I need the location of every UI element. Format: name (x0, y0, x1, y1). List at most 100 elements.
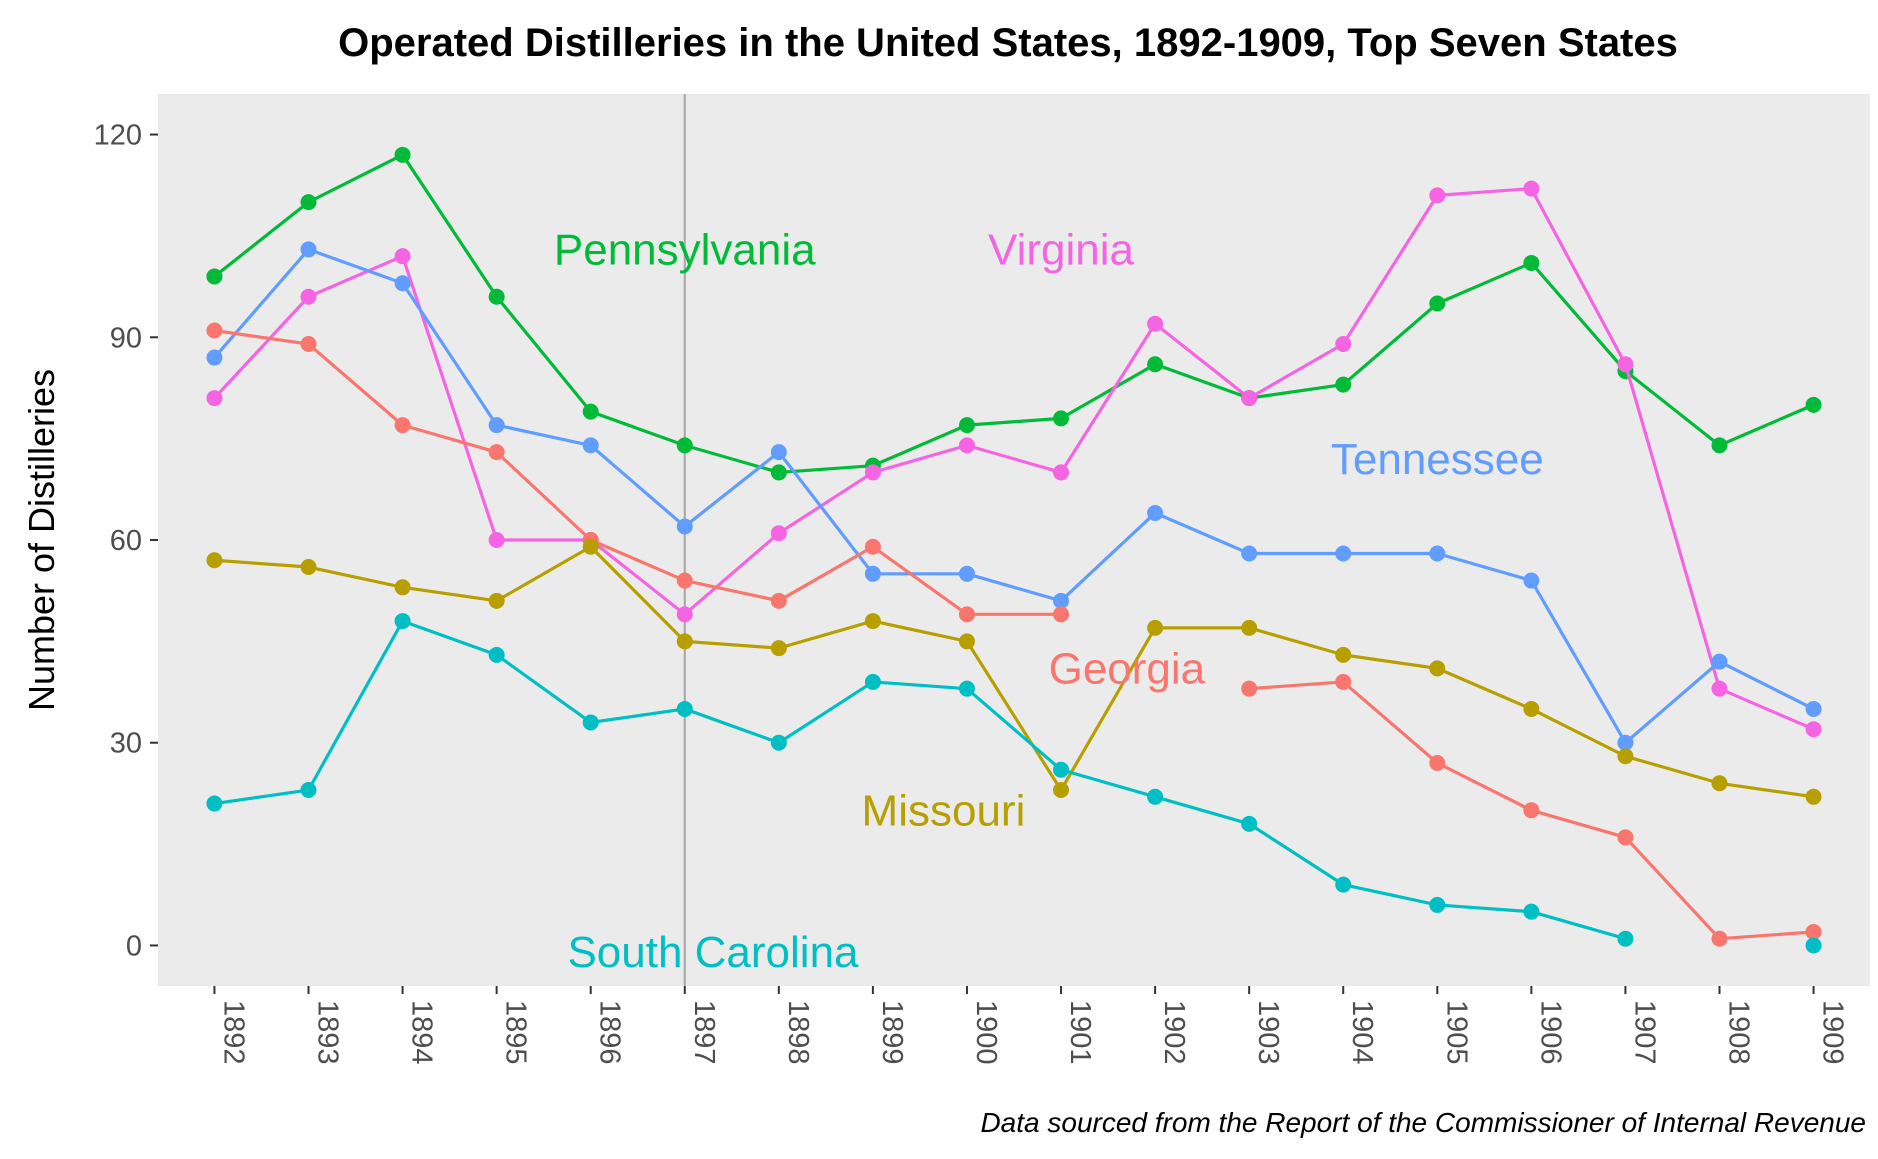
data-point (300, 288, 317, 305)
x-tick-label: 1894 (406, 1000, 438, 1065)
data-point (1711, 930, 1728, 947)
data-point (676, 572, 693, 589)
data-point (676, 606, 693, 623)
data-point (676, 437, 693, 454)
data-point (488, 444, 505, 461)
series-line (213, 153, 1815, 475)
data-point (1711, 437, 1728, 454)
series-line (213, 247, 1815, 745)
data-point (300, 336, 317, 353)
data-point (1053, 464, 1070, 481)
data-point (1147, 619, 1164, 636)
series-label: Missouri (862, 786, 1026, 835)
data-point (206, 552, 223, 569)
series-group (206, 322, 1822, 947)
data-point (300, 559, 317, 576)
x-tick-label: 1908 (1722, 1000, 1754, 1065)
data-point (1805, 923, 1822, 940)
data-point (958, 606, 975, 623)
data-point (206, 268, 223, 285)
series-line (214, 328, 1062, 616)
data-point (582, 538, 599, 555)
data-point (770, 444, 787, 461)
data-point (958, 565, 975, 582)
x-axis: 1892 1893 1894 1895 1896 1897 1898 1899 1900 1901… (213, 986, 1849, 1065)
data-point (1429, 755, 1446, 771)
x-tick-label: 1904 (1346, 1000, 1378, 1065)
data-point (1429, 187, 1446, 204)
data-point (1805, 788, 1822, 805)
series-line (213, 187, 1815, 731)
data-point (1711, 653, 1728, 670)
data-point (300, 194, 317, 211)
data-point (1523, 903, 1540, 920)
data-point (582, 403, 599, 420)
data-point (1429, 295, 1446, 312)
data-point (394, 275, 411, 292)
series-label: Virginia (988, 225, 1134, 274)
y-tick-label: 0 (126, 930, 142, 962)
data-point (1429, 660, 1446, 677)
data-point (770, 734, 787, 751)
series-label: Tennessee (1331, 435, 1544, 484)
data-point (488, 646, 505, 663)
data-point (1147, 315, 1164, 332)
data-point (676, 700, 693, 717)
data-point (394, 579, 411, 596)
data-point (1523, 180, 1540, 197)
data-point (1429, 896, 1446, 913)
y-tick-label: 90 (110, 322, 142, 354)
series-line (214, 545, 1814, 799)
data-point (206, 390, 223, 407)
x-tick-label: 1902 (1158, 1000, 1190, 1065)
data-point (1711, 680, 1728, 697)
data-point (1523, 572, 1540, 589)
x-tick-label: 1899 (876, 1000, 908, 1065)
x-tick-label: 1892 (217, 1000, 249, 1065)
data-point (1805, 937, 1822, 954)
data-point (206, 322, 223, 339)
data-point (1523, 700, 1540, 717)
data-point (958, 417, 975, 434)
data-point (1429, 545, 1446, 562)
data-point (1053, 410, 1070, 427)
data-point (676, 633, 693, 650)
data-point (864, 565, 881, 582)
data-point (1523, 802, 1540, 819)
data-point (1241, 390, 1258, 407)
data-point (864, 538, 881, 555)
data-point (1617, 930, 1634, 947)
data-point (1711, 775, 1728, 792)
data-point (488, 288, 505, 305)
x-tick-label: 1895 (500, 1000, 532, 1065)
data-point (394, 613, 411, 630)
series-label: South Carolina (567, 928, 859, 977)
data-point (958, 680, 975, 697)
source-caption: Data sourced from the Report of the Comm… (980, 1107, 1866, 1138)
y-axis-label: Number of Distilleries (21, 369, 62, 711)
data-point (958, 633, 975, 650)
series-group (206, 241, 1822, 751)
y-axis: 0 30 60 90 120 (94, 120, 158, 962)
series-layer (206, 146, 1822, 954)
data-point (582, 437, 599, 454)
data-point (864, 673, 881, 690)
plot-panel (158, 94, 1870, 986)
x-tick-label: 1907 (1628, 1000, 1660, 1065)
data-point (770, 640, 787, 657)
data-point (1335, 673, 1352, 690)
data-point (1805, 396, 1822, 413)
data-point (582, 714, 599, 731)
data-point (1241, 680, 1258, 697)
data-point (958, 437, 975, 454)
data-point (488, 532, 505, 548)
series-label: Georgia (1049, 644, 1206, 693)
x-tick-label: 1900 (970, 1000, 1002, 1065)
x-tick-label: 1901 (1064, 1000, 1096, 1065)
data-point (1053, 782, 1070, 799)
data-point (1053, 761, 1070, 778)
data-point (300, 782, 317, 799)
series-group (206, 180, 1822, 738)
data-point (1241, 815, 1258, 832)
